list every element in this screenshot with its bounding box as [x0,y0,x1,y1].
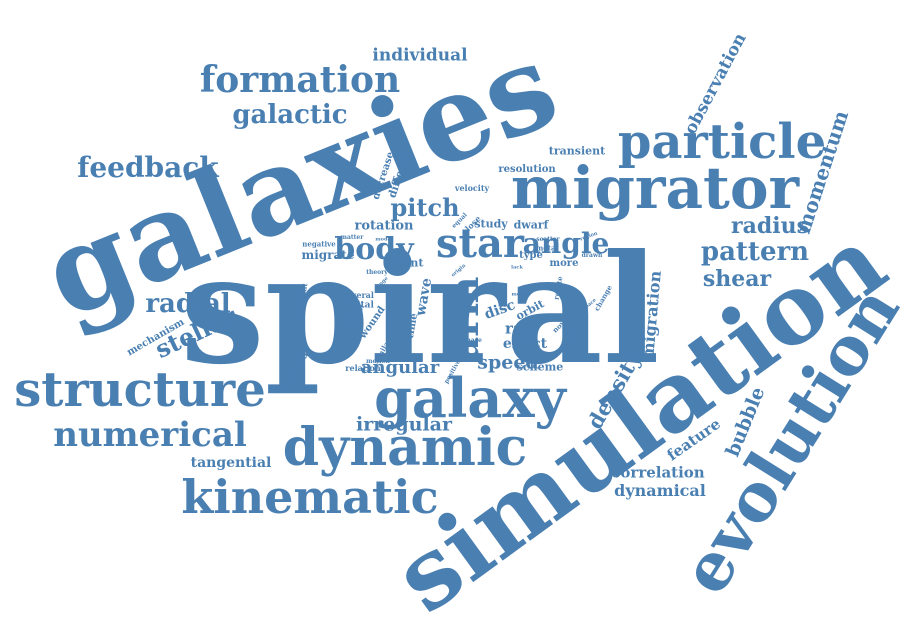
word-particle: particle [617,114,827,170]
word-radial: radial [145,289,231,319]
word-correlation: correlation [611,463,705,482]
word-individual: individual [372,45,468,66]
word-rate: rate [504,319,540,338]
word-type: type [519,250,543,261]
word-dwarf: dwarf [513,218,549,232]
word-more: more [549,258,579,269]
word-radius: radius [731,213,809,239]
word-shear: shear [702,266,772,292]
word-relation: relation [345,363,381,373]
word-scatter: scatter [536,236,560,243]
word-galaxy: galaxy [374,366,566,430]
word-negative: negative [302,239,336,249]
word-velocity: velocity [454,183,490,193]
word-galactic: galactic [232,100,348,130]
word-front: front [392,256,424,270]
word-rotation: rotation [354,218,414,234]
word-matter: matter [340,234,364,241]
word-angle: angle [522,227,610,260]
word-body: body [334,232,414,267]
word-several: several [342,290,374,300]
word-speed: speed [477,351,539,374]
word-migrator: migrator [510,154,800,222]
word-dynamical: dynamical [614,481,706,500]
word-structure: structure [14,362,266,418]
word-motion: motion [366,358,390,365]
word-angular: angular [360,357,440,378]
word-metal: metal [535,243,559,253]
word-arm: arm [442,276,487,362]
word-irregular: irregular [356,413,452,436]
word-pitch: pitch [390,193,460,222]
word-star: star [436,220,524,267]
word-messy: messy [511,291,529,298]
word-transient: transient [548,144,606,158]
word-resolution: resolution [498,164,556,175]
word-lack: lack [511,264,523,271]
word-drawn: drawn [581,252,603,259]
word-orbital: orbital [340,300,374,311]
word-study: study [474,217,508,231]
word-theory: theory [366,269,388,276]
word-formation: formation [199,59,401,101]
word-kinematic: kinematic [181,470,439,524]
word-dynamic: dynamic [282,417,528,478]
word-effect: effect [502,336,548,352]
word-mode: mode [375,236,391,243]
word-pattern: pattern [700,237,810,267]
word-phase: phase [462,337,482,344]
word-migrate: migrate [301,248,355,262]
word-feedback: feedback [77,151,219,184]
word-tangential: tangential [190,455,272,471]
word-scheme: scheme [516,360,564,374]
word-numerical: numerical [53,415,247,455]
word-spiral: spiral [180,222,660,398]
